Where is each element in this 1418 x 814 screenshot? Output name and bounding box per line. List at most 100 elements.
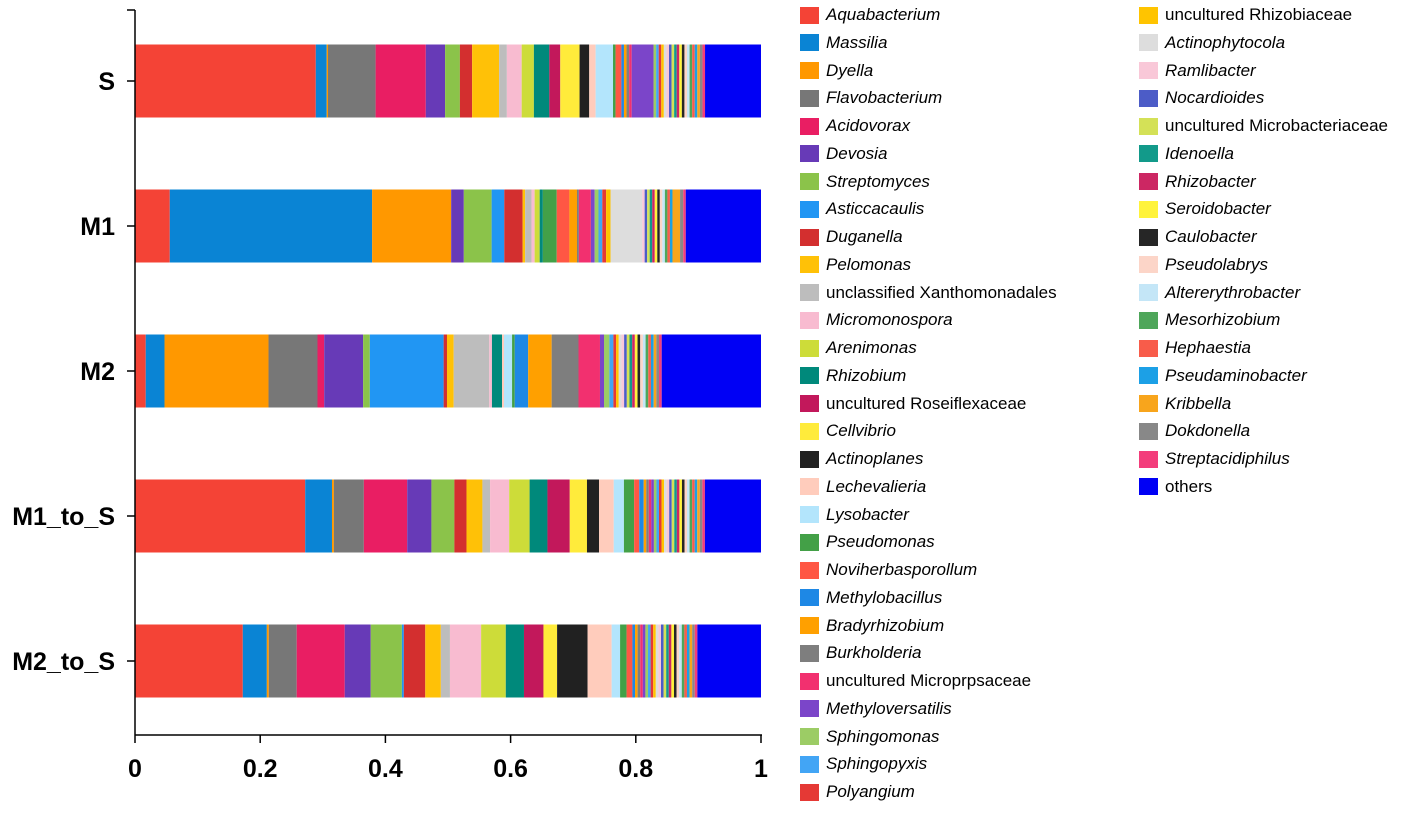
bar-segment-m2-uncultured-microbacteriaceae xyxy=(626,334,630,408)
bar-segment-s-idenoella xyxy=(674,44,677,118)
bar-segment-m2-caulobacter xyxy=(637,334,641,408)
bar-segment-m2-uncultured-rhizobiaceae xyxy=(616,334,619,408)
bar-segment-m2-unclassified-xanthomonadales xyxy=(453,334,490,408)
bar-segment-s-unclassified-xanthomonadales xyxy=(499,44,507,118)
bar-segment-s-seroidobacter xyxy=(679,44,682,118)
bar-segment-m2-to-s-streptacidiphilus xyxy=(694,624,698,698)
bar-segment-m2-to-s-dyella xyxy=(266,624,269,698)
bar-segment-m1-massilia xyxy=(169,189,373,263)
bar-segment-m2-to-s-bradyrhizobium xyxy=(635,624,638,698)
bar-segment-m2-actinophytocola xyxy=(618,334,622,408)
bar-segment-m1-to-s-mesorhizobium xyxy=(689,479,693,553)
bar-segment-s-caulobacter xyxy=(681,44,685,118)
bar-segment-m1-uncultured-rhizobiaceae xyxy=(606,189,611,263)
bar-segment-s-actinoplanes xyxy=(579,44,590,118)
bar-segment-s-uncultured-rhizobiaceae xyxy=(661,44,664,118)
bar-segment-s-mesorhizobium xyxy=(689,44,693,118)
x-tick-label-4: 0.8 xyxy=(618,755,653,783)
bar-segment-m2-to-s-ramlibacter xyxy=(658,624,661,698)
bar-segment-m1-idenoella xyxy=(649,189,653,263)
bar-segment-m1-to-s-bradyrhizobium xyxy=(643,479,647,553)
bar-segment-s-kribbella xyxy=(697,44,700,118)
bar-segment-m2-ramlibacter xyxy=(621,334,625,408)
bar-segment-m1-to-s-massilia xyxy=(305,479,332,553)
bar-segment-m1-rhizobium xyxy=(539,189,543,263)
bar-segment-m1-to-s-flavobacterium xyxy=(333,479,364,553)
bar-segment-s-dokdonella xyxy=(699,44,703,118)
bar-segment-m2-bradyrhizobium xyxy=(528,334,552,408)
bar-segment-m1-to-s-rhizobacter xyxy=(676,479,680,553)
bar-segment-m1-sphingomonas xyxy=(594,189,599,263)
bar-segment-s-micromonospora xyxy=(506,44,522,118)
bar-segment-m2-to-s-pseudolabrys xyxy=(676,624,680,698)
bar-segment-m2-methylobacillus xyxy=(514,334,529,408)
bar-segment-m2-aquabacterium xyxy=(135,334,146,408)
bar-segment-s-pelomonas xyxy=(472,44,500,118)
bar-segment-m1-to-s-pseudomonas xyxy=(623,479,635,553)
bar-segment-m1-to-s-cellvibrio xyxy=(569,479,587,553)
bar-segment-m2-dyella xyxy=(164,334,269,408)
bar-segment-s-aquabacterium xyxy=(135,44,316,118)
bar-segment-s-methyloversatilis xyxy=(631,44,654,118)
bar-segment-m2-idenoella xyxy=(629,334,633,408)
bar-segment-m2-to-s-idenoella xyxy=(666,624,669,698)
bar-segment-m1-to-s-streptomyces xyxy=(431,479,455,553)
bar-segment-m2-to-s-lysobacter xyxy=(611,624,621,698)
bar-segment-m1-to-s-uncultured-roseiflexaceae xyxy=(547,479,570,553)
bar-segment-s-pseudomonas xyxy=(613,44,616,118)
bar-segment-m2-to-s-altererythrobacter xyxy=(679,624,682,698)
bar-segment-m2-pelomonas xyxy=(446,334,454,408)
bar-segment-m1-to-s-dyella xyxy=(331,479,334,553)
x-tick-label-5: 1 xyxy=(754,755,768,783)
bar-segment-m1-devosia xyxy=(451,189,464,263)
bar-segment-m2-to-s-mesorhizobium xyxy=(681,624,685,698)
bar-segment-m2-to-s-hephaestia xyxy=(684,624,687,698)
bar-segment-m1-to-s-kribbella xyxy=(697,479,700,553)
bar-segment-m2-to-s-rhizobacter xyxy=(668,624,672,698)
bar-segment-m1-nocardioides xyxy=(644,189,648,263)
bar-segment-m1-to-s-micromonospora xyxy=(490,479,510,553)
bar-segment-s-rhizobium xyxy=(533,44,550,118)
bar-segment-s-streptacidiphilus xyxy=(702,44,706,118)
bar-segment-m2-burkholderia xyxy=(551,334,579,408)
bar-segment-m2-lechevalieria xyxy=(502,334,505,408)
y-tick-label-m2-to-s: M2_to_S xyxy=(12,648,115,676)
bar-segment-m1-to-s-pelomonas xyxy=(466,479,483,553)
bar-segment-s-methylobacillus xyxy=(621,44,624,118)
bar-segment-m2-to-s-micromonospora xyxy=(449,624,482,698)
bar-segment-m1-to-s-burkholderia xyxy=(646,479,649,553)
bar-segment-s-devosia xyxy=(425,44,446,118)
bar-segment-m2-to-s-others xyxy=(697,624,761,698)
bar-segment-m2-to-s-sphingopyxis xyxy=(648,624,651,698)
bar-segment-m1-to-s-streptacidiphilus xyxy=(702,479,705,553)
bar-segment-m2-asticcacaulis xyxy=(369,334,444,408)
bar-segment-m1-to-s-duganella xyxy=(454,479,467,553)
bar-segment-s-uncultured-roseiflexaceae xyxy=(549,44,561,118)
bar-segment-m1-noviherbasporollum xyxy=(556,189,570,263)
bar-segment-m2-to-s-duganella xyxy=(403,624,426,698)
bar-segment-s-ramlibacter xyxy=(666,44,669,118)
bar-segment-m1-asticcacaulis xyxy=(491,189,505,263)
bar-segment-m2-to-s-actinophytocola xyxy=(655,624,659,698)
bar-segment-m2-to-s-seroidobacter xyxy=(671,624,674,698)
bar-segment-m1-to-s-actinoplanes xyxy=(586,479,600,553)
bar-segment-m1-to-s-methyloversatilis xyxy=(651,479,654,553)
bar-segment-m2-to-s-sphingomonas xyxy=(645,624,649,698)
bar-segment-m1-methyloversatilis xyxy=(590,189,595,263)
x-tick-label-0: 0 xyxy=(128,755,142,783)
bar-segment-m2-to-s-pelomonas xyxy=(425,624,441,698)
bar-segment-s-burkholderia xyxy=(626,44,630,118)
bar-segment-s-uncultured-microprpsaceae xyxy=(629,44,632,118)
bar-segment-m1-to-s-sphingopyxis xyxy=(656,479,659,553)
bar-segment-m1-to-s-unclassified-xanthomonadales xyxy=(482,479,491,553)
bar-segment-m2-to-s-polyangium xyxy=(650,624,654,698)
bar-segment-m1-others xyxy=(685,189,761,263)
bar-segment-m1-actinophytocola xyxy=(610,189,643,263)
bar-segment-m2-to-s-streptomyces xyxy=(370,624,402,698)
bar-segment-m1-to-s-noviherbasporollum xyxy=(634,479,640,553)
bar-segment-m2-to-s-uncultured-roseiflexaceae xyxy=(523,624,544,698)
bar-segment-s-uncultured-microbacteriaceae xyxy=(671,44,675,118)
bar-segment-m2-sphingomonas xyxy=(604,334,610,408)
bar-segment-m1-to-s-uncultured-rhizobiaceae xyxy=(661,479,665,553)
y-tick-label-m1-to-s: M1_to_S xyxy=(12,503,115,531)
